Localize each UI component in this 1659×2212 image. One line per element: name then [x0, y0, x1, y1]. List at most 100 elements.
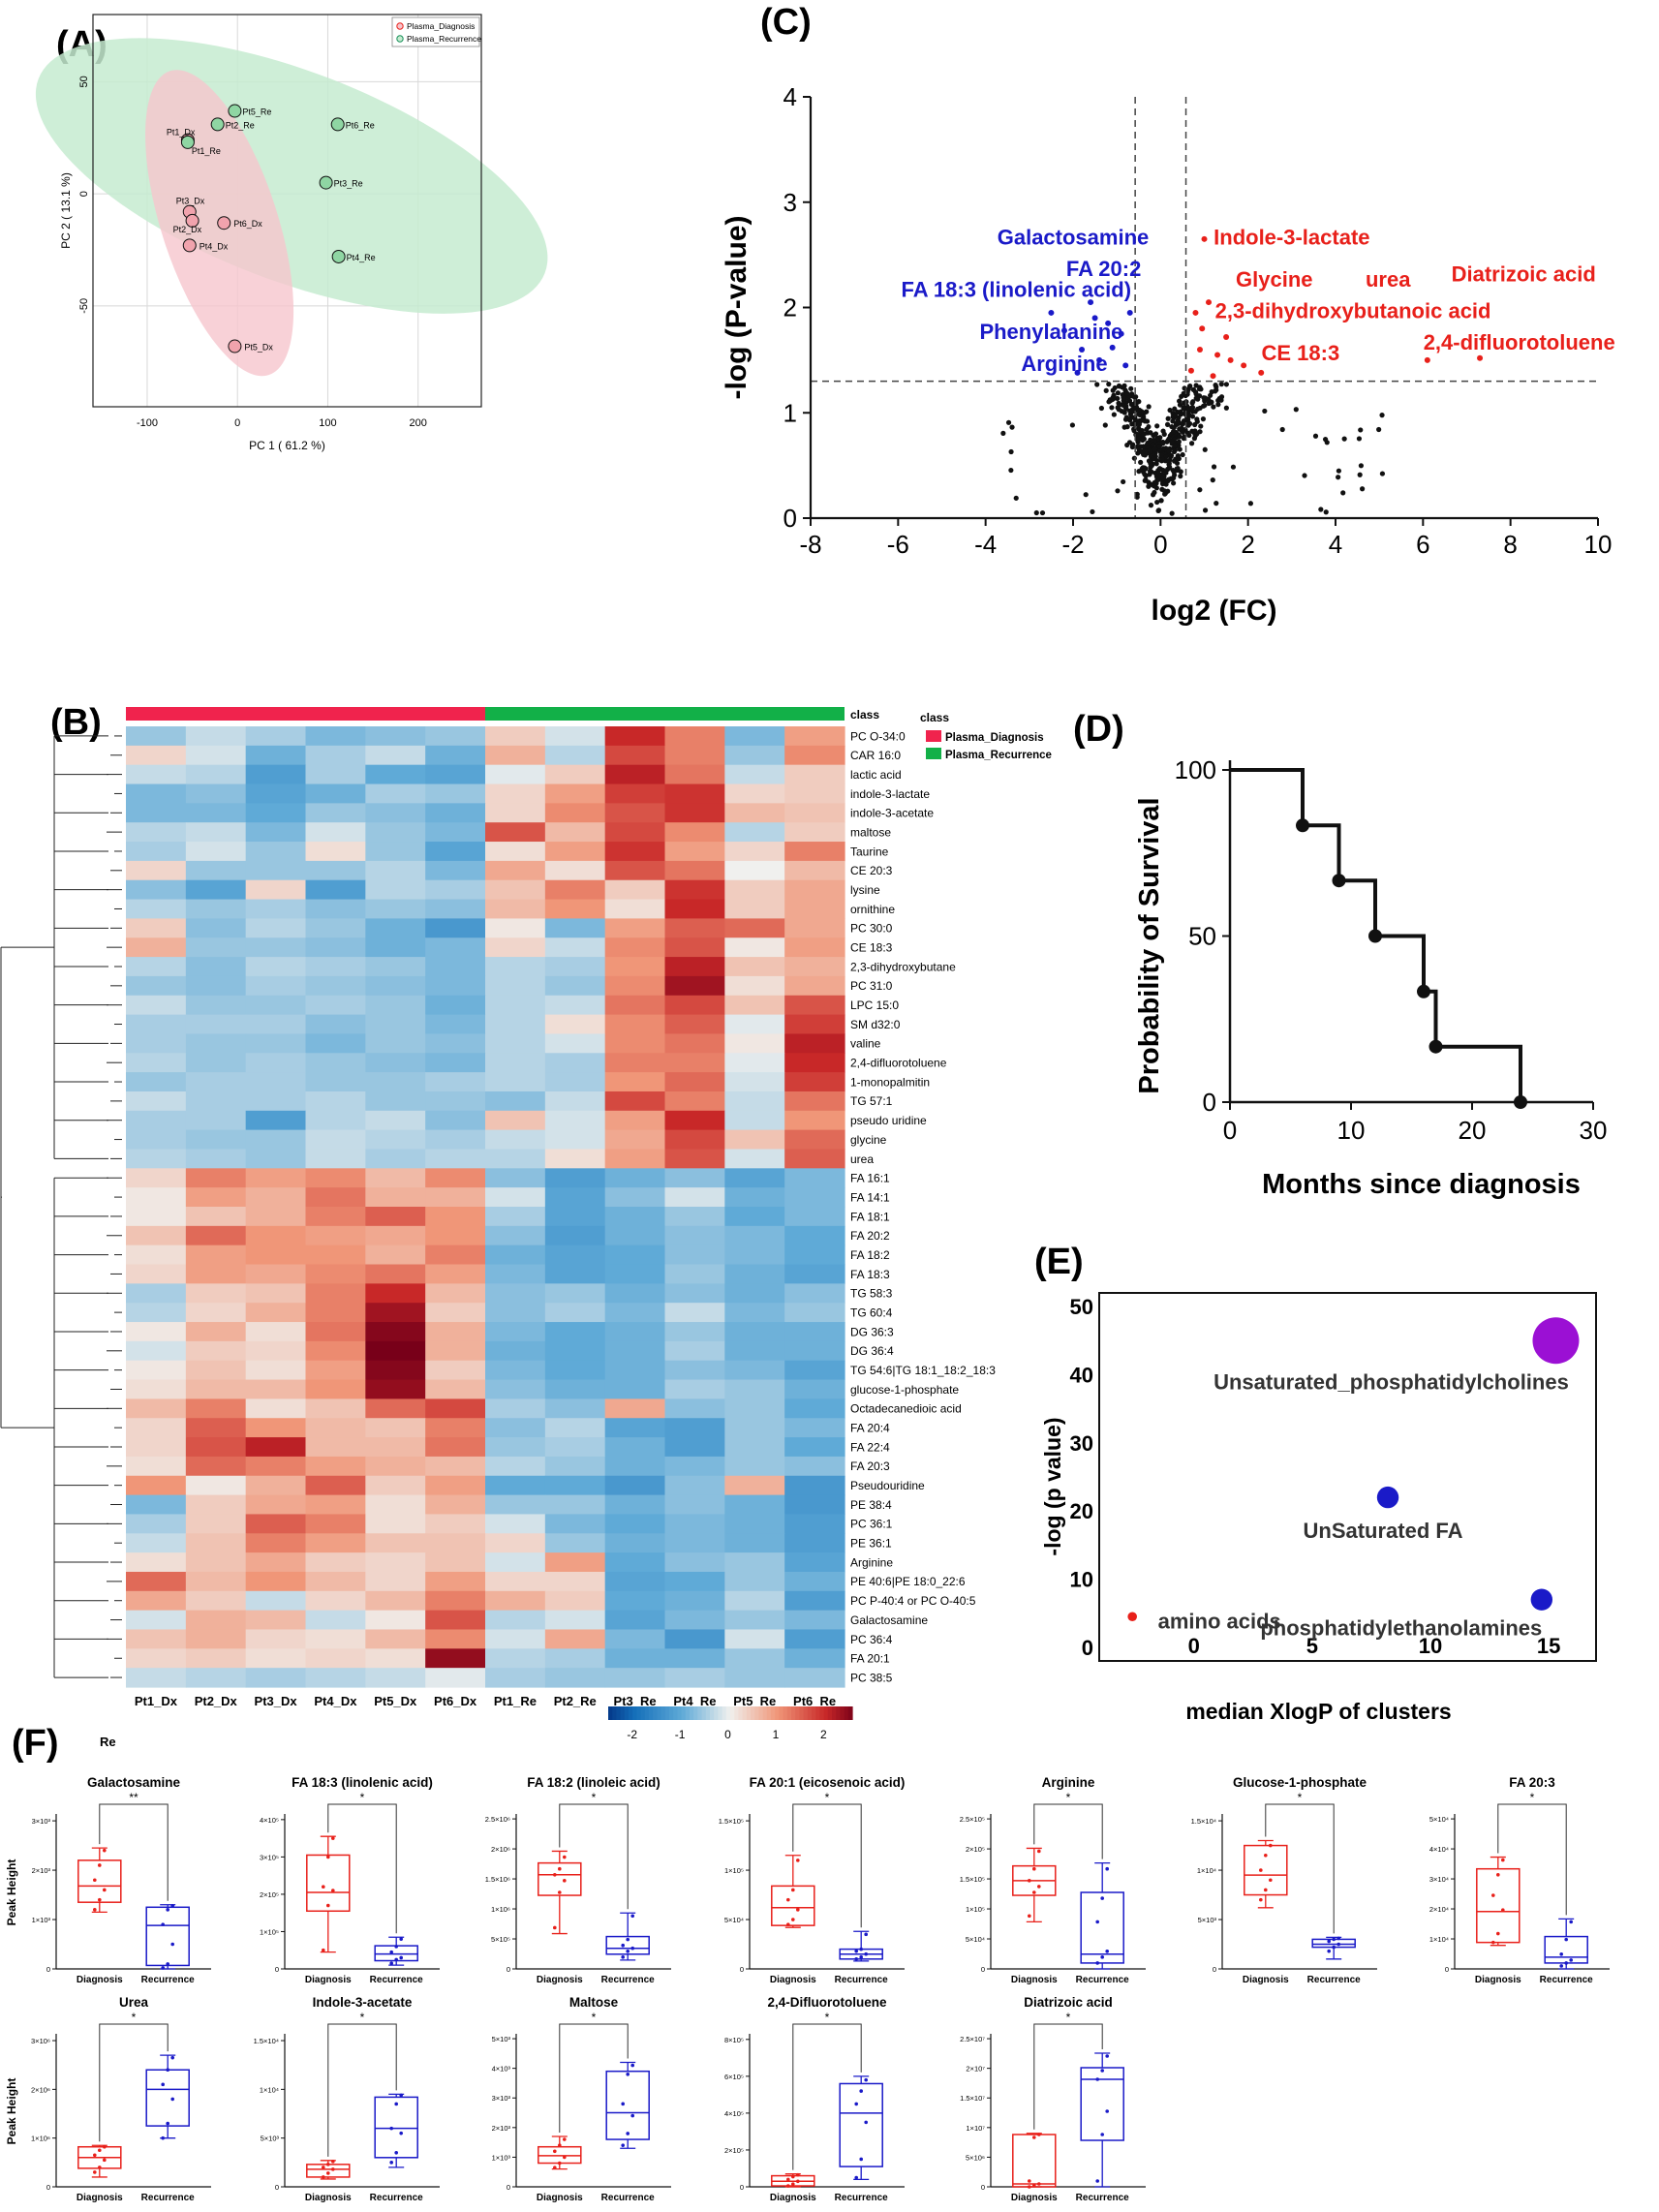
heatmap-colorbar-step: [697, 1706, 703, 1720]
volcano-point-ns: [1136, 407, 1143, 413]
heatmap-cell: [604, 1494, 666, 1516]
boxplot-point: [399, 1937, 404, 1941]
pca-point: [210, 117, 225, 132]
heatmap-cell: [664, 937, 725, 958]
volcano-point-ns: [1162, 491, 1168, 497]
heatmap-cell: [485, 822, 546, 843]
boxplot-point: [791, 2182, 795, 2186]
heatmap-cell: [724, 1533, 785, 1553]
heatmap-cell: [664, 1398, 725, 1419]
heatmap-cell: [784, 1168, 845, 1188]
heatmap-cell: [185, 1494, 247, 1516]
boxplot-y-tick-label: 0: [275, 1965, 279, 1974]
boxplot-y-tick-label: 0: [46, 1965, 50, 1974]
heatmap-cell: [784, 783, 845, 804]
heatmap-cell: [365, 1225, 426, 1246]
heatmap-cell: [185, 1456, 247, 1477]
heatmap-cell: [425, 1110, 486, 1131]
boxplot-y-tick-label: 2.5×10⁷: [960, 2035, 985, 2043]
heatmap-cell: [126, 1207, 187, 1227]
volcano-point-ns: [1094, 382, 1100, 387]
volcano-point-ns: [1177, 398, 1183, 404]
heatmap-cell: [784, 1475, 845, 1496]
boxplot-point: [1259, 1897, 1263, 1902]
volcano-point-ns: [1209, 399, 1214, 405]
heatmap-cell: [126, 1149, 187, 1169]
heatmap-column-label: Pt5_Re: [733, 1694, 776, 1708]
heatmap-cell: [544, 1456, 606, 1477]
boxplot-point: [1569, 1920, 1573, 1924]
heatmap-cell: [305, 975, 366, 997]
heatmap-cell: [365, 860, 426, 881]
heatmap-cell: [365, 1552, 426, 1573]
heatmap-cell: [784, 1437, 845, 1458]
heatmap-cell: [604, 1437, 666, 1458]
heatmap-colorbar-step: [632, 1706, 637, 1720]
pca-point: [228, 339, 242, 353]
volcano-point-ns: [1302, 473, 1307, 478]
heatmap-cell: [784, 726, 845, 747]
boxplot-point: [1501, 1858, 1505, 1862]
heatmap-cell: [425, 1571, 486, 1592]
heatmap-cell: [126, 1437, 187, 1458]
boxplot-point: [389, 1961, 394, 1966]
volcano-point-ns: [1211, 464, 1217, 470]
boxplot-point: [1100, 2133, 1104, 2136]
survival-event-marker: [1296, 818, 1309, 833]
pca-point-label: Pt4_Dx: [200, 241, 229, 251]
boxplot-point: [864, 1932, 868, 1937]
heatmap-cell: [485, 1340, 546, 1362]
heatmap-cell: [365, 803, 426, 823]
heatmap-cell: [245, 803, 307, 823]
boxplot-title: 2,4-Difluorotoluene: [767, 1995, 886, 2010]
heatmap-cell: [544, 783, 606, 804]
heatmap-cell: [544, 764, 606, 785]
heatmap-cell: [724, 1456, 785, 1477]
heatmap-cell: [185, 1149, 247, 1169]
volcano-point-up: [1192, 309, 1199, 316]
heatmap-cell: [604, 1379, 666, 1399]
heatmap-cell: [305, 1303, 366, 1323]
heatmap-cell: [305, 1053, 366, 1073]
heatmap-cell: [604, 1648, 666, 1669]
volcano-point-ns: [1200, 416, 1207, 422]
boxplot-panel: Arginine* 0 5×10⁴ 1×10⁵ 1.5×10⁵ 2×10⁵ 2.5×10⁵ D…: [960, 1775, 1146, 1985]
heatmap-colorbar-step: [803, 1706, 809, 1720]
heatmap-cell: [485, 860, 546, 881]
heatmap-cell: [664, 1571, 725, 1592]
heatmap-cell: [365, 899, 426, 919]
heatmap-cell: [784, 1648, 845, 1669]
volcano-point-ns: [1083, 492, 1089, 498]
heatmap-cell: [365, 1648, 426, 1669]
heatmap-cell: [365, 1360, 426, 1381]
boxplot-sig-marker: *: [825, 2011, 830, 2024]
volcano-point-ns: [1111, 412, 1117, 417]
boxplot-y-tick-label: 0: [981, 1965, 985, 1974]
heatmap-cell: [664, 975, 725, 997]
boxplot-point: [864, 1951, 868, 1956]
volcano-point-ns: [1376, 426, 1382, 433]
heatmap-legend-swatch-diagnosis: [926, 730, 941, 742]
bubble-y-tick-label: 20: [1070, 1499, 1093, 1523]
heatmap-colorbar-step: [664, 1706, 670, 1720]
boxplot-point: [1037, 1885, 1041, 1889]
panel-label-e: (E): [1034, 1242, 1084, 1282]
heatmap-cell: [485, 764, 546, 785]
volcano-point-ns: [1197, 487, 1203, 493]
bubble-y-tick-label: 30: [1070, 1431, 1093, 1456]
heatmap-cell: [305, 1437, 366, 1458]
boxplot-sig-marker: *: [1066, 1791, 1071, 1804]
heatmap-cell: [185, 1110, 247, 1131]
heatmap-cell: [305, 957, 366, 977]
heatmap-colorbar-step: [673, 1706, 678, 1720]
heatmap-row-label: CE 18:3: [850, 941, 893, 955]
boxplot-y-tick-label: 2×10⁵: [724, 2146, 744, 2155]
volcano-point-ns: [1379, 471, 1386, 476]
heatmap-cell: [664, 1187, 725, 1208]
boxplot-y-tick-label: 1×10⁶: [491, 1905, 510, 1914]
survival-x-axis-label: Months since diagnosis: [1262, 1169, 1581, 1200]
heatmap-cell: [425, 1590, 486, 1612]
heatmap-cell: [425, 1475, 486, 1496]
heatmap-colorbar-step: [812, 1706, 816, 1720]
volcano-point-ns: [1336, 468, 1341, 474]
